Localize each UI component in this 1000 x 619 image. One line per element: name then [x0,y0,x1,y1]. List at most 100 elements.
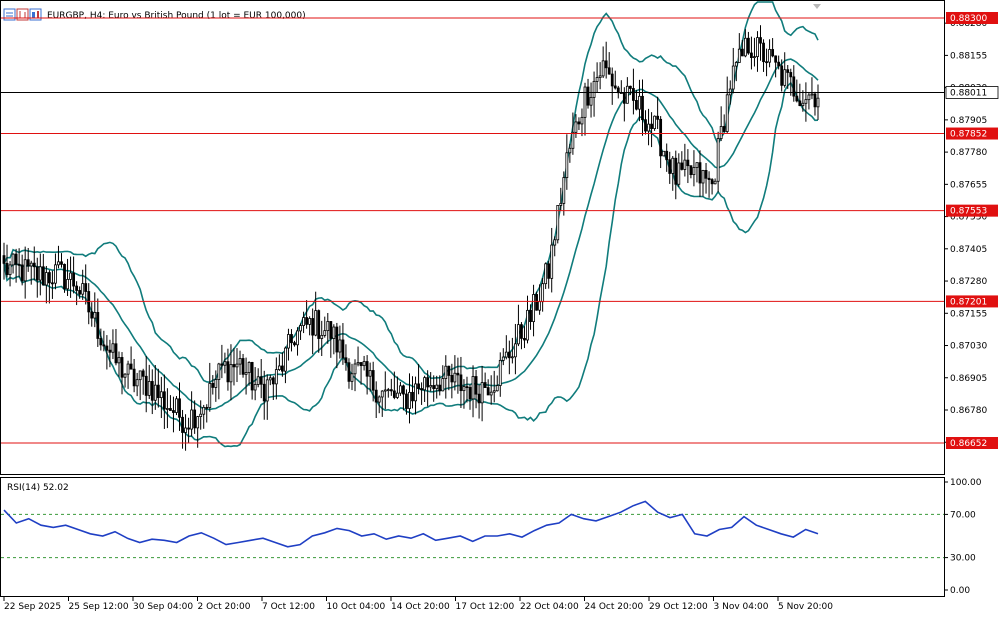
candle [553,236,557,257]
candle [120,352,124,395]
candle [610,67,614,105]
candle [38,253,42,296]
current-price-label: 0.88011 [950,89,987,99]
candle [253,367,257,401]
candle [689,165,693,179]
candle [159,376,163,419]
candle [190,391,194,437]
candle [668,151,672,184]
candle [66,258,69,296]
rsi-line [3,500,819,548]
candle [625,77,629,104]
candle [477,384,481,419]
candle [598,62,602,90]
time-tick-label: 5 Nov 20:00 [778,602,833,612]
candle [574,114,578,138]
candle [607,52,611,75]
rsi-tick-label: 0.00 [950,586,970,596]
chart-window-icon[interactable] [3,8,16,21]
price-tick-label: 0.87655 [950,180,987,190]
candle [350,363,354,391]
candle [147,364,151,399]
candle [750,36,753,70]
candle [399,381,402,396]
time-tick-label: 24 Oct 20:00 [585,602,644,612]
candle [287,328,290,361]
time-tick-label: 17 Oct 12:00 [456,602,515,612]
candle [374,381,378,419]
candle [32,246,36,281]
candle [44,265,48,304]
candle [765,48,768,77]
candle [311,308,315,355]
candle [731,47,735,94]
time-tick-label: 7 Oct 12:00 [262,602,315,612]
candle [302,311,305,334]
candle [465,376,469,403]
candle [810,77,814,100]
candle [78,286,82,299]
candle [586,78,590,109]
candles-icon[interactable] [29,8,42,21]
candle [638,79,641,122]
horizontal-levels[interactable]: 0.88300 0.87852 0.87553 0.87201 0.86652 [1,12,998,449]
scroll-to-end-marker[interactable] [813,4,821,9]
candle [447,365,451,391]
candle [680,151,684,171]
candle [35,257,39,298]
candle [169,395,172,411]
candle [392,371,396,400]
candle [117,351,121,377]
candle [628,85,632,96]
candle [734,60,738,82]
candle [353,359,357,392]
candles [2,25,820,451]
candle [335,322,339,369]
time-tick-label: 22 Sep 2025 [4,602,61,612]
level-tag [946,295,998,308]
candle [368,362,372,392]
candle [659,116,663,169]
candle [235,348,239,383]
candle [489,375,493,405]
candle [347,358,351,389]
price-tick-label: 0.88155 [950,51,987,61]
candle [135,372,139,397]
level-tag-label: 0.87553 [950,207,987,217]
candle [737,33,741,63]
candle [8,261,12,287]
candle [241,353,245,378]
candle [293,340,296,347]
candle [211,375,215,395]
candle [114,328,118,366]
level-tag [946,204,998,217]
candle [232,348,236,386]
candle [698,150,702,197]
candle [356,346,360,367]
candle [653,115,656,131]
candle [238,350,242,375]
candle [338,325,342,359]
candle [371,361,375,402]
candle [495,375,499,392]
candle [792,65,796,102]
candle [747,31,750,55]
candle [580,108,584,137]
price-tick-label: 0.86780 [950,406,987,416]
candle [54,253,57,290]
bollinger-upper-band [3,1,819,384]
candle [362,355,366,371]
candle [105,335,109,370]
candle [635,89,638,111]
candle [656,96,660,129]
bars-icon[interactable] [16,8,29,21]
candle [559,187,563,211]
candle [229,344,233,401]
candle [783,52,787,88]
candle [20,254,24,286]
candle [181,409,184,449]
candle [474,369,478,409]
candle [205,404,209,423]
candle [674,150,678,200]
